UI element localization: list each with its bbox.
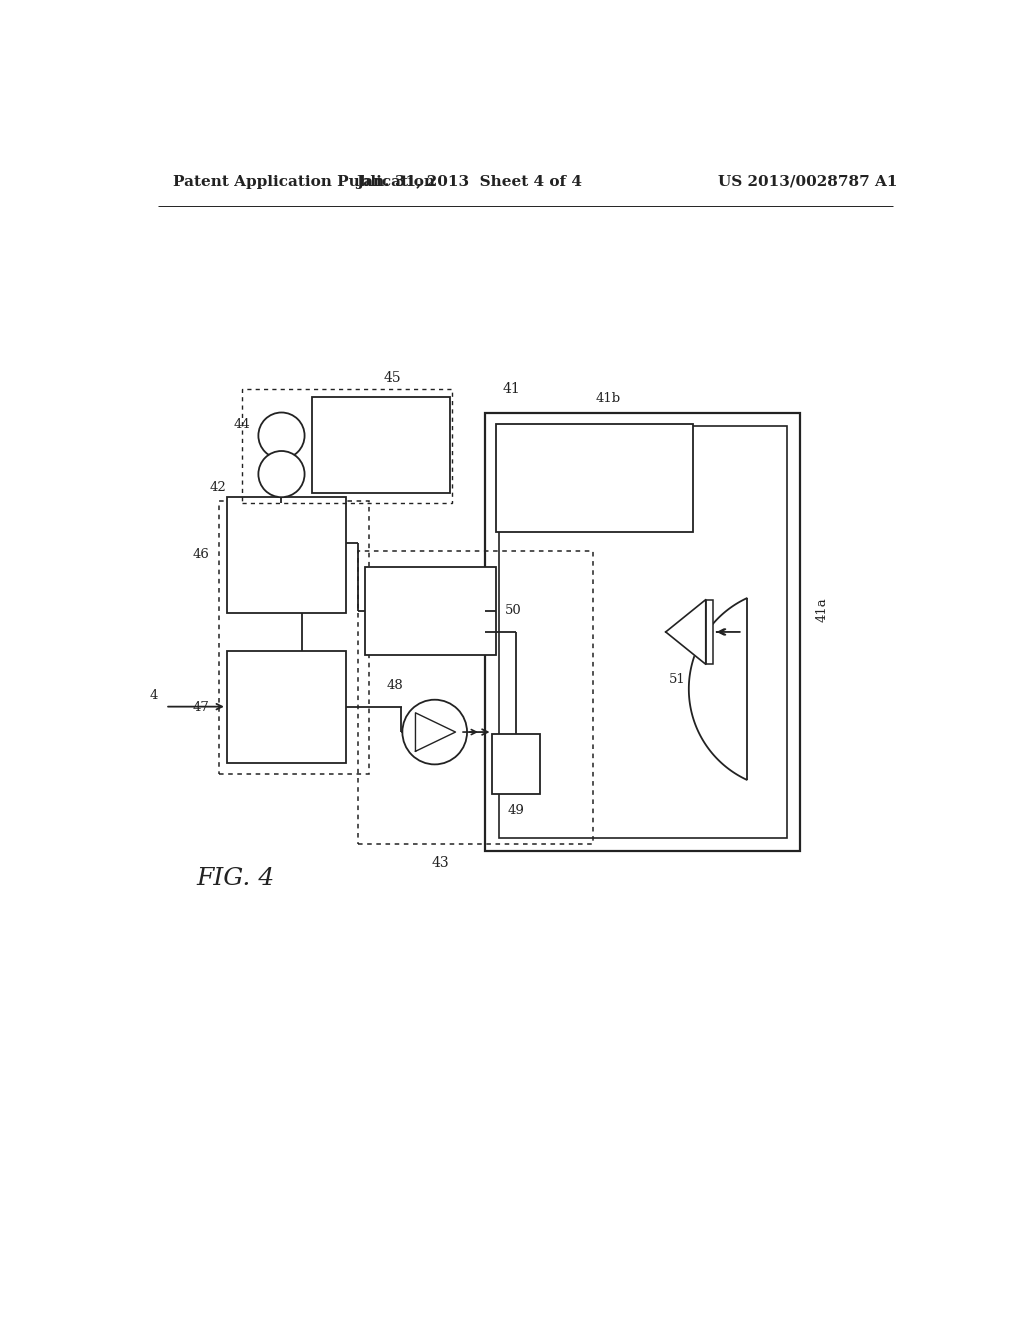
Text: 41: 41 (503, 383, 520, 396)
Text: FIG. 4: FIG. 4 (196, 867, 274, 890)
Text: 51: 51 (669, 673, 686, 686)
Bar (499, 426, 786, 838)
Bar (226, 498, 346, 612)
Text: 46: 46 (193, 548, 210, 561)
Polygon shape (666, 599, 706, 664)
Text: 47: 47 (193, 701, 210, 714)
Text: 4: 4 (150, 689, 158, 702)
Bar (226, 651, 346, 763)
Text: 45: 45 (384, 371, 401, 385)
Bar (366, 566, 497, 655)
Bar (357, 552, 593, 843)
Circle shape (258, 413, 304, 459)
Text: US 2013/0028787 A1: US 2013/0028787 A1 (719, 174, 898, 189)
Bar (311, 397, 451, 494)
Text: 49: 49 (508, 804, 524, 817)
Circle shape (258, 451, 304, 498)
Bar (243, 389, 452, 503)
Bar (484, 413, 801, 851)
Text: 43: 43 (431, 855, 449, 870)
Text: Jan. 31, 2013  Sheet 4 of 4: Jan. 31, 2013 Sheet 4 of 4 (356, 174, 583, 189)
Circle shape (402, 700, 467, 764)
Text: 48: 48 (386, 680, 403, 693)
Text: 44: 44 (233, 417, 251, 430)
Bar (219, 502, 370, 775)
Text: Patent Application Publication: Patent Application Publication (173, 174, 435, 189)
Text: 41a: 41a (815, 598, 828, 623)
Text: 50: 50 (505, 605, 521, 618)
Text: 42: 42 (209, 480, 226, 494)
Polygon shape (416, 713, 456, 751)
Bar (497, 424, 692, 532)
Bar (493, 734, 541, 793)
Text: 41b: 41b (595, 392, 621, 405)
Bar (706, 599, 714, 664)
